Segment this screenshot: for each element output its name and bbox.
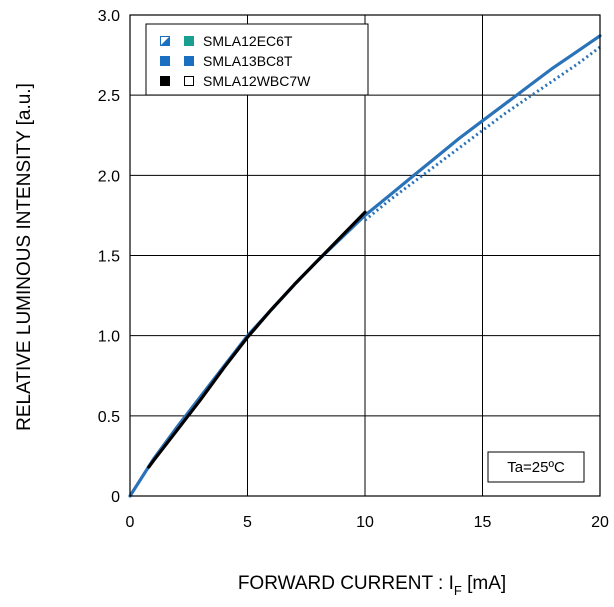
legend-label: SMLA13BC8T xyxy=(203,53,293,69)
legend-marker-filled-square xyxy=(184,36,194,46)
legend-items: SMLA12EC6T SMLA13BC8T SMLA12WBC7W xyxy=(160,33,311,89)
annotation-text: Ta=25ºC xyxy=(507,459,565,476)
x-axis-label-subscript: F xyxy=(454,583,462,598)
x-axis-ticks: 0 5 10 15 20 xyxy=(126,514,609,531)
y-axis-ticks: 0 0.5 1.0 1.5 2.0 2.5 3.0 xyxy=(98,8,120,506)
y-tick-label: 2.0 xyxy=(98,168,120,185)
x-tick-label: 0 xyxy=(126,514,135,531)
y-tick-label: 1.0 xyxy=(98,329,120,346)
x-tick-label: 20 xyxy=(591,514,609,531)
annotation: Ta=25ºC xyxy=(487,451,585,483)
legend-marker-filled-square xyxy=(160,76,170,86)
legend-marker-half-fill xyxy=(160,36,170,46)
annotation-box xyxy=(487,451,585,483)
legend-marker-filled-square xyxy=(160,56,170,66)
x-tick-label: 10 xyxy=(356,514,374,531)
x-tick-label: 5 xyxy=(243,514,252,531)
x-axis-label: FORWARD CURRENT : IF [mA] xyxy=(238,573,506,598)
y-tick-label: 1.5 xyxy=(98,249,120,266)
y-axis-label: RELATIVE LUMINOUS INTENSITY [a.u.] xyxy=(14,83,35,431)
x-axis-label-main: FORWARD CURRENT : I xyxy=(238,573,454,594)
y-tick-label: 3.0 xyxy=(98,8,120,25)
legend-marker-filled-square xyxy=(184,56,194,66)
x-axis-label-unit: [mA] xyxy=(462,573,506,594)
x-tick-label: 15 xyxy=(474,514,492,531)
legend: SMLA12EC6T SMLA13BC8T SMLA12WBC7W xyxy=(145,23,369,96)
y-tick-label: 0.5 xyxy=(98,409,120,426)
series-layer xyxy=(128,34,602,498)
y-tick-label: 0 xyxy=(111,489,120,506)
legend-box xyxy=(145,23,369,96)
legend-label: SMLA12EC6T xyxy=(203,33,293,49)
legend-marker-open-square xyxy=(184,76,194,86)
plot-area-frame xyxy=(129,14,601,497)
legend-label: SMLA12WBC7W xyxy=(203,73,311,89)
y-tick-label: 2.5 xyxy=(98,88,120,105)
series-line-3 xyxy=(147,210,367,469)
